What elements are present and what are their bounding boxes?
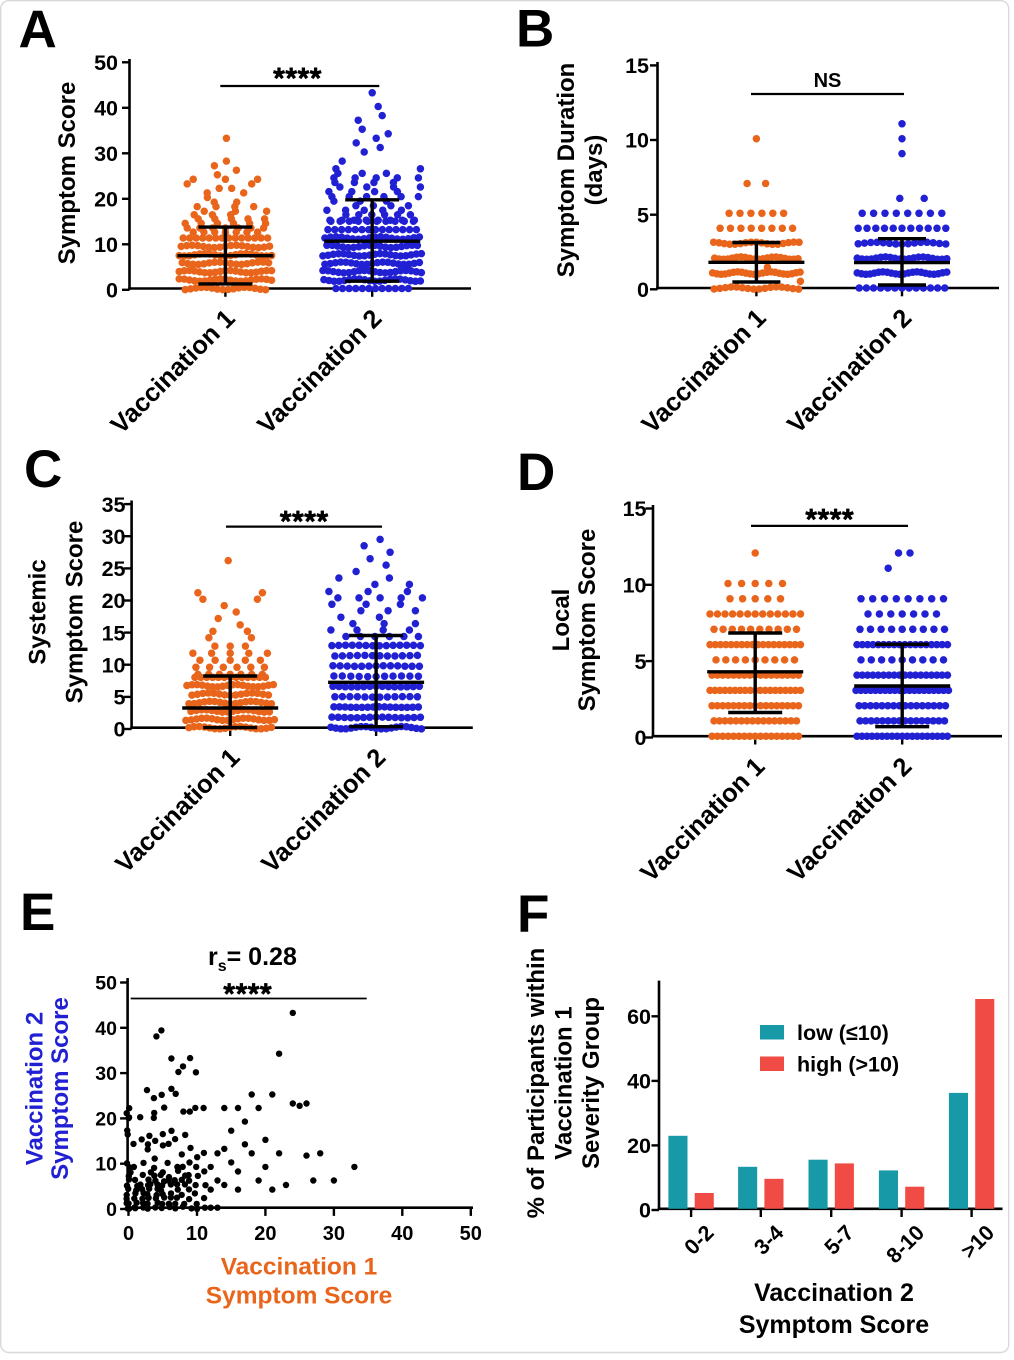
svg-text:Symptom Score: Symptom Score: [206, 1283, 393, 1310]
svg-text:Symptom Duration: Symptom Duration: [553, 63, 580, 278]
svg-text:% of Participants within: % of Participants within: [523, 948, 550, 1219]
svg-text:0: 0: [123, 1223, 134, 1245]
svg-text:5: 5: [635, 650, 647, 674]
svg-text:B: B: [516, 0, 554, 58]
svg-text:Vaccination 1: Vaccination 1: [221, 1253, 378, 1280]
svg-text:low (≤10): low (≤10): [797, 1021, 889, 1045]
svg-text:Vaccination 2: Vaccination 2: [22, 1012, 49, 1165]
svg-text:5: 5: [637, 203, 649, 227]
svg-text:15: 15: [623, 497, 647, 521]
svg-text:Symptom Score: Symptom Score: [62, 521, 89, 704]
svg-text:Vaccination 2: Vaccination 2: [754, 1279, 914, 1307]
svg-text:(days): (days): [581, 135, 608, 206]
svg-text:rs= 0.28: rs= 0.28: [208, 943, 297, 975]
svg-text:30: 30: [94, 142, 118, 166]
svg-text:D: D: [517, 443, 555, 502]
svg-text:60: 60: [627, 1005, 651, 1029]
svg-text:50: 50: [460, 1223, 482, 1245]
svg-text:0: 0: [106, 279, 118, 303]
svg-text:5: 5: [114, 686, 126, 710]
svg-text:C: C: [24, 440, 62, 499]
svg-text:30: 30: [102, 525, 126, 549]
svg-text:40: 40: [627, 1070, 651, 1094]
svg-text:A: A: [19, 0, 57, 59]
svg-text:10: 10: [623, 574, 647, 598]
svg-text:0: 0: [639, 1199, 651, 1223]
svg-text:20: 20: [102, 589, 126, 613]
svg-text:0: 0: [637, 278, 649, 302]
svg-text:15: 15: [625, 54, 649, 78]
svg-text:Systemic: Systemic: [25, 559, 52, 664]
svg-text:20: 20: [95, 1108, 117, 1130]
svg-text:Symptom Score: Symptom Score: [574, 529, 601, 712]
svg-text:high (>10): high (>10): [797, 1053, 899, 1077]
svg-text:20: 20: [627, 1134, 651, 1158]
svg-text:35: 35: [102, 493, 126, 517]
svg-text:20: 20: [94, 188, 118, 212]
svg-text:10: 10: [94, 233, 118, 257]
svg-text:15: 15: [102, 621, 126, 645]
svg-text:25: 25: [102, 557, 126, 581]
svg-text:30: 30: [323, 1223, 345, 1245]
svg-text:0: 0: [635, 726, 647, 750]
svg-text:40: 40: [391, 1223, 413, 1245]
svg-text:Symptom Score: Symptom Score: [47, 997, 74, 1180]
svg-text:Vaccination 1: Vaccination 1: [551, 1006, 578, 1159]
svg-text:50: 50: [95, 973, 117, 995]
svg-text:Symptom Score: Symptom Score: [54, 82, 81, 265]
svg-text:0: 0: [106, 1199, 117, 1221]
svg-text:40: 40: [95, 1018, 117, 1040]
svg-text:10: 10: [186, 1223, 208, 1245]
svg-text:10: 10: [102, 654, 126, 678]
svg-text:50: 50: [94, 51, 118, 75]
svg-text:Severity Group: Severity Group: [578, 997, 605, 1169]
svg-text:40: 40: [94, 97, 118, 121]
svg-text:Symptom Score: Symptom Score: [739, 1311, 929, 1339]
svg-text:0: 0: [114, 718, 126, 742]
svg-text:10: 10: [95, 1154, 117, 1176]
svg-text:20: 20: [254, 1223, 276, 1245]
svg-text:30: 30: [95, 1063, 117, 1085]
svg-text:E: E: [20, 883, 55, 942]
svg-text:F: F: [517, 885, 549, 944]
svg-text:Local: Local: [548, 589, 575, 652]
svg-text:NS: NS: [814, 70, 842, 92]
svg-text:10: 10: [625, 129, 649, 153]
